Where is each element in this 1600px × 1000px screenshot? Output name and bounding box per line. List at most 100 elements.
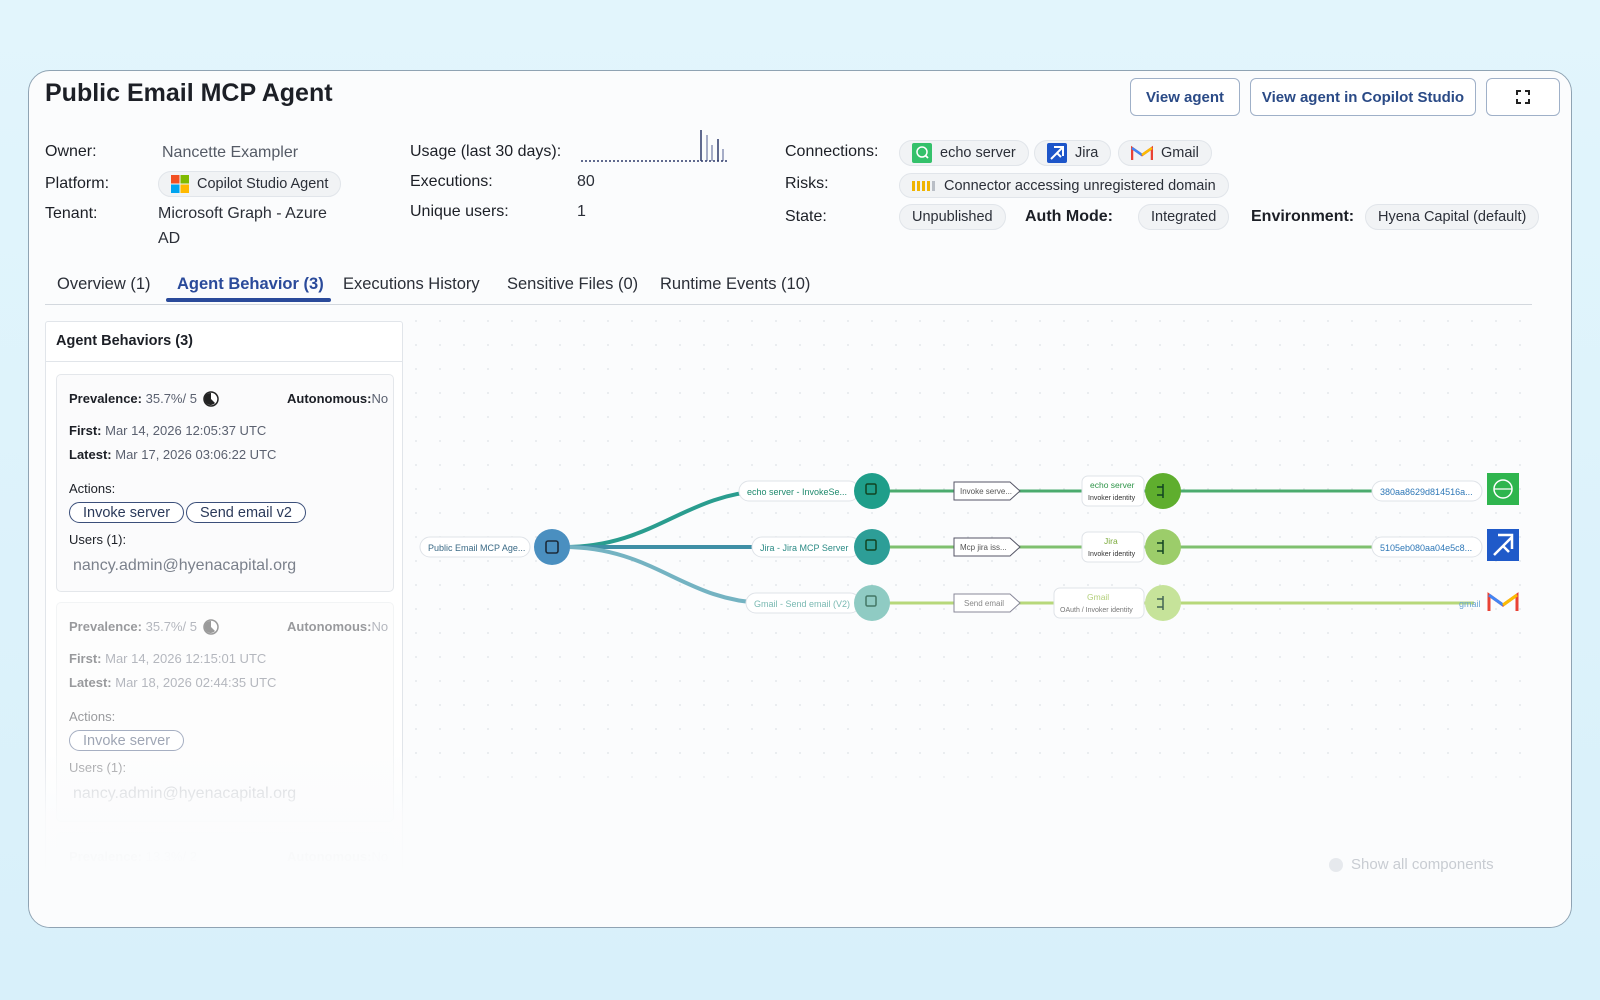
view-agent-button[interactable]: View agent [1130,78,1240,116]
conn-box-echo [1081,475,1145,507]
behavior-card[interactable]: Prevalence: 35.7%/ 5 Autonomous:No First… [56,374,394,592]
behaviors-panel: Agent Behaviors (3) Prevalence: 35.7%/ 5… [45,321,403,927]
platform-value: Copilot Studio Agent [197,176,329,192]
conn-label-gmail: Gmail [1087,592,1109,602]
risk-level-icon [912,180,936,191]
gmail-icon [1131,145,1153,161]
identity-label-jira: Invoker identity [1088,551,1136,558]
users-label: Users (1): [69,532,127,547]
active-tab-indicator [166,298,331,302]
connection-gmail[interactable]: Gmail [1118,140,1212,166]
agent-detail-window: Public Email MCP Agent View agent View a… [28,70,1572,928]
prevalence-value: 35.7%/ 5 [145,619,197,634]
tab-bar: Overview (1) Agent Behavior (3) Executio… [45,271,1532,305]
gmail-icon-left [1488,593,1504,607]
root-label: Public Email MCP Age... [428,543,525,553]
risk-value: Connector accessing unregistered domain [944,177,1216,194]
plug-icon [1157,596,1164,610]
connection-label: echo server [940,145,1016,161]
expand-button[interactable] [1486,78,1560,116]
identity-label-gmail: OAuth / Invoker identity [1060,607,1133,614]
server-add-icon [865,539,877,551]
tenant-value-line2: AD [158,230,181,247]
microsoft-icon [171,175,189,193]
first-label: First: [69,651,102,666]
view-copilot-button[interactable]: View agent in Copilot Studio [1250,78,1476,116]
conn-label-jira: Jira [1104,536,1118,546]
tool-node-gmail[interactable] [854,585,890,621]
autonomous-label: Autonomous: [287,619,372,634]
conn-label-echo: echo server [1090,480,1135,490]
show-all-components-toggle[interactable]: Show all components [1329,856,1494,873]
action-chip-send-email[interactable]: Send email v2 [186,502,306,523]
connections-label: Connections: [785,143,879,160]
target-label-gmail: gmail [1459,599,1481,609]
target-box-jira [1371,536,1483,558]
behavior-graph: Public Email MCP Age... echo server - In… [414,319,1534,799]
prevalence-label: Prevalence: [69,391,142,406]
state-label: State: [785,208,827,225]
target-box-echo [1371,480,1483,502]
target-label-echo: 380aa8629d814516a... [1380,487,1473,497]
prevalence-value: 13.3%/ 2 [145,849,197,864]
risk-pill[interactable]: Connector accessing unregistered domain [899,173,1229,198]
agent-icon [545,540,559,554]
first-label: First: [69,423,102,438]
tab-executions-history[interactable]: Executions History [343,275,480,293]
platform-pill: Copilot Studio Agent [158,171,342,197]
behavior-card[interactable]: Prevalence: 13.3%/ 2 Autonomous:No [56,832,394,927]
executions-value: 80 [577,173,595,190]
action-label-gmail: Send email [964,599,1004,608]
first-value: Mar 14, 2026 12:15:01 UTC [105,651,267,666]
tool-node-jira[interactable] [854,529,890,565]
server-add-icon [865,483,877,495]
users-label: Users (1): [69,760,127,775]
action-box-gmail [953,593,1021,613]
autonomous-value: No [371,849,389,864]
tool-label-jira: Jira - Jira MCP Server [760,543,848,553]
tab-agent-behavior[interactable]: Agent Behavior (3) [177,275,324,293]
connection-echo-server[interactable]: echo server [899,140,1029,166]
tab-sensitive-files[interactable]: Sensitive Files (0) [507,275,639,293]
action-chip-invoke-server[interactable]: Invoke server [69,502,185,523]
action-box-echo [953,481,1021,501]
action-label-echo: Invoke serve... [960,487,1012,496]
conn-box-jira [1081,531,1145,563]
usage-label: Usage (last 30 days): [410,143,562,160]
action-chip-invoke-server[interactable]: Invoke server [69,730,185,751]
behavior-card[interactable]: Prevalence: 35.7%/ 5 Autonomous:No First… [56,602,394,822]
tenant-value-line1: Microsoft Graph - Azure [158,205,327,222]
gmail-icon-right [1502,593,1518,607]
autonomous-value: No [371,391,389,406]
executions-label: Executions: [410,173,493,190]
tool-label-echo: echo server - InvokeSe... [747,487,847,497]
connection-label: Gmail [1161,145,1199,161]
prevalence-pie-icon [203,391,219,407]
page-title: Public Email MCP Agent [45,79,333,107]
owner-label: Owner: [45,143,97,160]
jira-icon [1047,143,1067,163]
tab-overview[interactable]: Overview (1) [57,275,151,293]
action-box-jira [953,537,1021,557]
unique-users-label: Unique users: [410,203,509,220]
plug-icon [1157,540,1164,554]
tool-node-echo[interactable] [854,473,890,509]
graph-grid [414,319,1534,799]
first-value: Mar 14, 2026 12:05:37 UTC [105,423,267,438]
echo-server-icon [912,143,932,163]
tool-label-gmail: Gmail - Send email (V2) [754,599,850,609]
edge-root-echo [563,489,765,549]
auth-pill: Integrated [1138,204,1230,230]
expand-icon [1516,90,1530,104]
connection-jira[interactable]: Jira [1034,140,1112,166]
user-email: nancy.admin@hyenacapital.org [73,785,297,802]
plug-icon [1157,484,1164,498]
edge-root-gmail [563,545,765,605]
prevalence-label: Prevalence: [69,619,142,634]
root-agent-node[interactable] [534,529,570,565]
action-label-jira: Mcp jira iss... [960,543,1007,552]
tab-runtime-events[interactable]: Runtime Events (10) [660,275,811,293]
server-add-icon [865,595,877,607]
state-pill: Unpublished [899,204,1006,230]
tenant-label: Tenant: [45,205,98,222]
